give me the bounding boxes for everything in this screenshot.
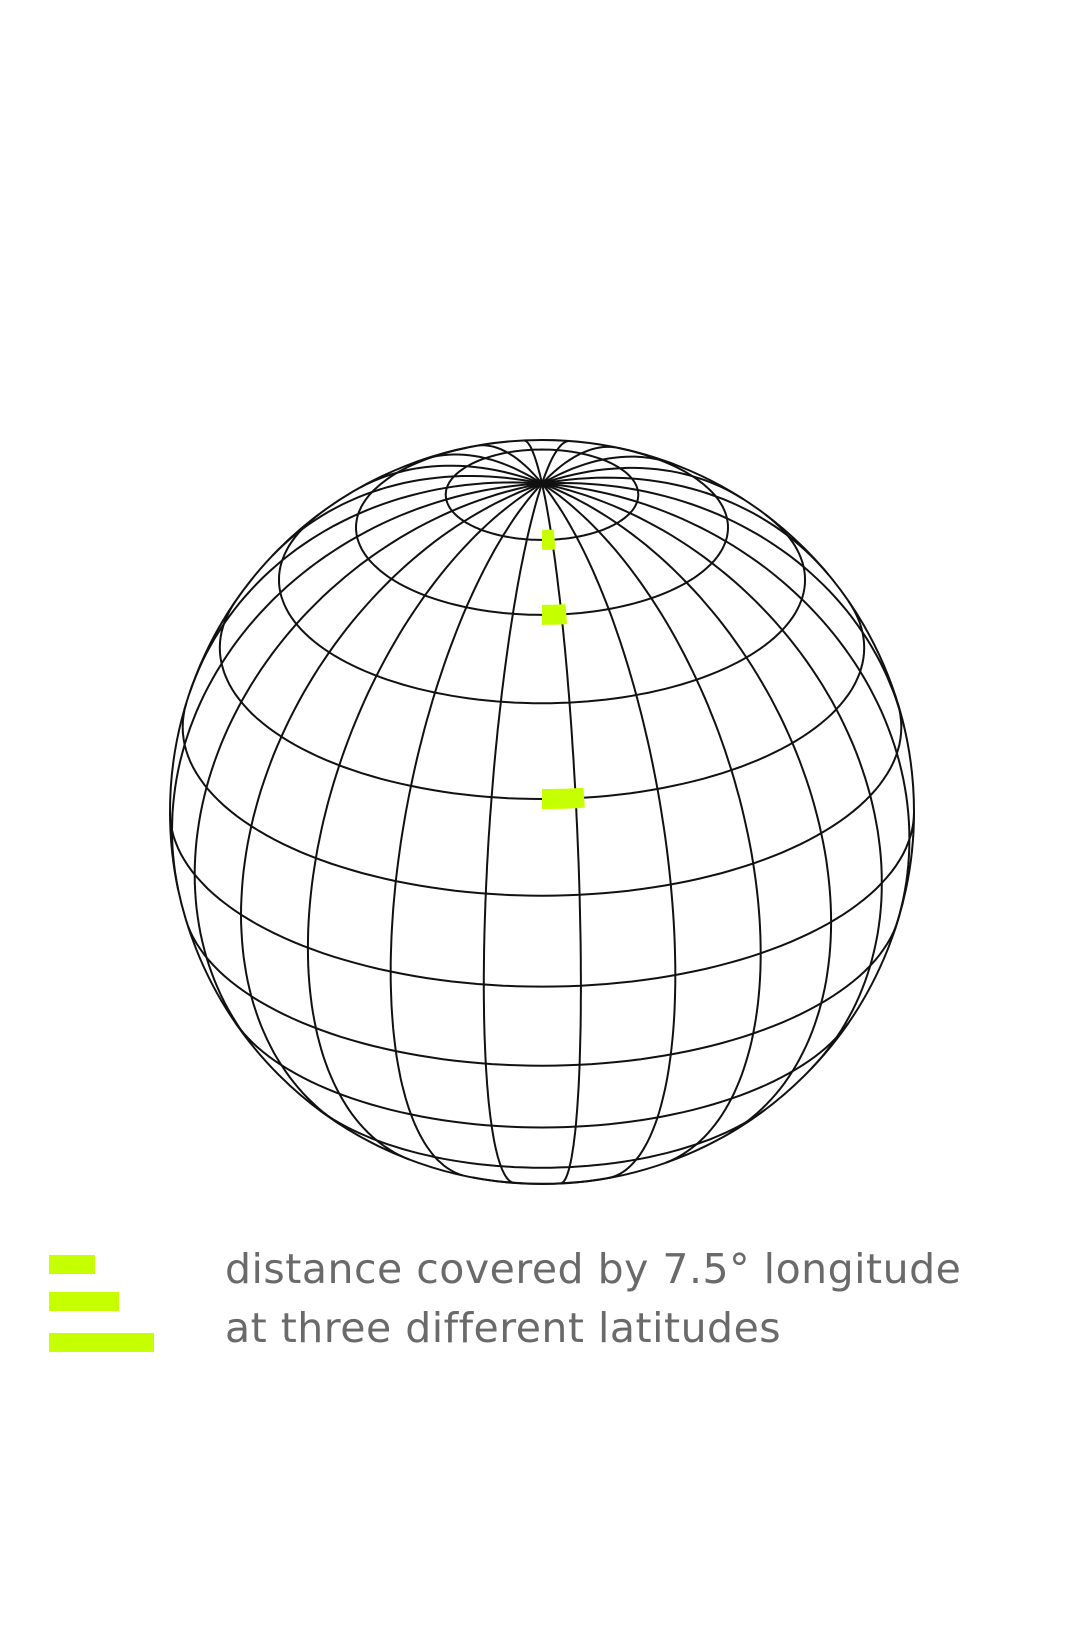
meridian-line <box>389 482 543 1177</box>
parallel-line <box>169 811 915 988</box>
parallel-line <box>234 1022 850 1129</box>
meridian-line <box>541 482 833 1134</box>
meridian-line <box>541 440 569 484</box>
legend-swatch-long <box>49 1333 154 1352</box>
globe-outline <box>169 439 915 1185</box>
parallel-line <box>187 925 897 1067</box>
meridian-line <box>541 482 762 1164</box>
meridian-line <box>482 483 543 1184</box>
legend-caption-line-2: at three different latitudes <box>225 1304 782 1352</box>
latitude-highlight-group <box>542 529 585 809</box>
meridian-line <box>193 482 543 1044</box>
meridian-line <box>306 482 543 1161</box>
meridian-line <box>478 444 543 485</box>
globe-graticule <box>169 439 915 1185</box>
legend-swatch-short <box>49 1255 95 1274</box>
meridian-line <box>239 482 543 1126</box>
meridian-line <box>541 445 618 485</box>
parallel-line <box>318 1108 766 1169</box>
meridian-line <box>541 482 911 932</box>
meridian-line <box>524 439 543 484</box>
parallel-line <box>181 703 903 897</box>
meridian-line <box>359 464 543 489</box>
meridian-line <box>541 481 905 727</box>
meridian-line <box>170 482 543 890</box>
meridian-line <box>541 482 677 1179</box>
meridian-line <box>541 455 675 485</box>
meridian-line <box>541 483 582 1185</box>
meridian-line <box>271 475 543 557</box>
legend-swatch-medium <box>49 1292 119 1311</box>
legend-caption-line-1: distance covered by 7.5° longitude <box>225 1245 962 1293</box>
meridian-line <box>422 453 543 485</box>
meridian-line <box>541 466 744 501</box>
meridian-line <box>541 482 883 1069</box>
meridian-line <box>188 481 543 693</box>
parallel-line <box>218 600 866 801</box>
meridian-line <box>541 476 829 576</box>
latitude-highlight-3 <box>542 787 585 809</box>
latitude-highlight-2 <box>542 604 568 625</box>
